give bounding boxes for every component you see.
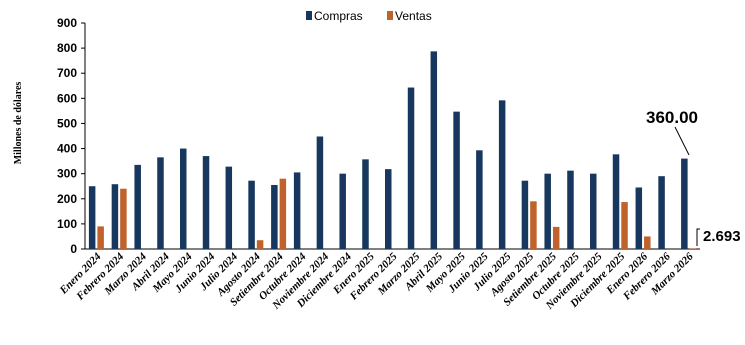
bar-ventas <box>644 236 651 249</box>
bar-compras <box>293 172 301 249</box>
y-tick-label: 500 <box>57 116 77 130</box>
bar-compras <box>498 100 506 249</box>
bar-compras <box>225 166 233 249</box>
y-tick-label: 200 <box>57 192 77 206</box>
annotation-compras-last: 360.00 <box>646 108 698 127</box>
bar-compras <box>88 186 96 249</box>
legend-label-ventas: Ventas <box>395 9 432 23</box>
bar-compras <box>271 184 278 249</box>
bar-compras <box>202 156 210 249</box>
bar-ventas <box>256 240 264 249</box>
bar-compras <box>134 164 141 249</box>
y-tick-label: 300 <box>57 167 77 181</box>
bar-compras <box>157 157 164 249</box>
bar-compras <box>430 51 438 250</box>
bar-compras <box>111 184 119 249</box>
bar-compras <box>316 136 324 249</box>
y-tick-label: 900 <box>57 16 77 30</box>
y-ticks: 0 100 200 300 400 500 600 700 800 900 <box>57 16 85 256</box>
annotation-compras-pointer <box>674 126 690 156</box>
bars <box>88 51 697 250</box>
bar-ventas <box>120 188 127 249</box>
bar-compras <box>476 150 483 249</box>
bar-compras <box>658 176 665 249</box>
bar-compras <box>385 169 392 249</box>
bar-compras <box>590 173 597 249</box>
bar-compras <box>612 154 620 249</box>
bar-compras <box>407 87 415 249</box>
bar-ventas <box>530 201 537 249</box>
y-axis-label: Millones de dólares <box>13 82 24 165</box>
annotation-ventas-last: 2.693 <box>703 228 741 245</box>
bar-compras <box>248 180 255 249</box>
y-tick-label: 400 <box>57 142 77 156</box>
bar-compras <box>567 170 574 249</box>
bar-compras <box>362 159 369 249</box>
bar-compras <box>339 173 346 249</box>
bar-ventas <box>97 226 104 249</box>
y-tick-label: 100 <box>57 217 77 231</box>
bar-ventas <box>621 202 628 249</box>
annotation-ventas-pointer <box>696 228 700 246</box>
y-tick-label: 600 <box>57 91 77 105</box>
bar-ventas <box>279 178 287 249</box>
y-tick-label: 0 <box>70 242 77 256</box>
bar-compras <box>180 148 187 249</box>
annotations: 360.00 2.693 <box>646 108 741 246</box>
y-tick-label: 800 <box>57 41 77 55</box>
legend: Compras Ventas <box>306 9 432 23</box>
bar-compras <box>453 111 460 250</box>
bar-compras <box>681 158 688 249</box>
legend-swatch-compras <box>306 11 312 20</box>
bar-compras <box>544 173 551 249</box>
bar-compras <box>635 187 643 249</box>
bar-compras <box>521 180 529 249</box>
legend-swatch-ventas <box>387 11 393 20</box>
bar-ventas <box>689 248 697 249</box>
legend-label-compras: Compras <box>314 9 363 23</box>
y-tick-label: 700 <box>57 66 77 80</box>
bar-ventas <box>552 226 560 249</box>
